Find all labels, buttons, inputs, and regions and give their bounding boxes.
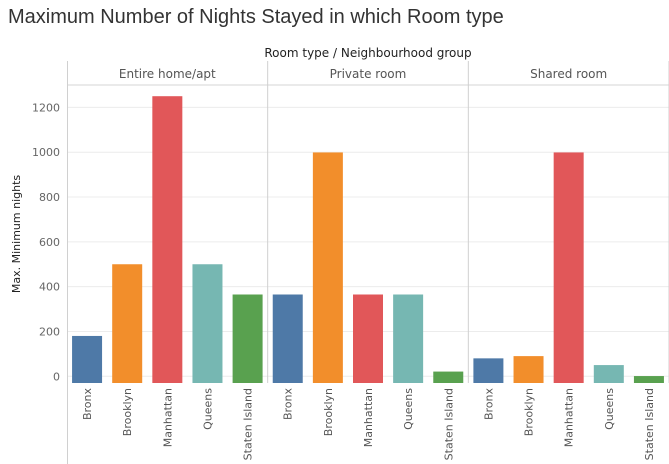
- y-tick-label: 200: [39, 325, 60, 338]
- y-tick-label: 800: [39, 191, 60, 204]
- bar-bronx[interactable]: [272, 294, 303, 383]
- x-tick-label: Bronx: [282, 388, 295, 421]
- x-tick-label: Bronx: [482, 388, 495, 421]
- x-tick-label: Brooklyn: [523, 388, 536, 436]
- x-tick-label: Manhattan: [362, 388, 375, 447]
- bar-manhattan[interactable]: [152, 96, 183, 384]
- bar-manhattan[interactable]: [553, 152, 584, 383]
- x-tick-label: Staten Island: [643, 388, 656, 460]
- bar-staten-island[interactable]: [433, 371, 464, 383]
- y-axis-label: Max. Minimum nights: [10, 175, 23, 294]
- facet-header-title: Room type / Neighbourhood group: [264, 46, 471, 60]
- bar-manhattan[interactable]: [353, 294, 383, 383]
- y-tick-label: 400: [39, 281, 60, 294]
- bar-queens[interactable]: [393, 294, 424, 383]
- panel-header-entire-home-apt: Entire home/apt: [119, 67, 216, 81]
- y-tick-label: 1000: [32, 146, 60, 159]
- x-tick-label: Manhattan: [161, 388, 174, 447]
- x-tick-label: Bronx: [81, 388, 94, 421]
- bar-bronx[interactable]: [473, 358, 504, 383]
- x-tick-label: Manhattan: [563, 388, 576, 447]
- bar-brooklyn[interactable]: [112, 264, 143, 383]
- bar-queens[interactable]: [593, 365, 624, 383]
- panel-header-shared-room: Shared room: [530, 67, 607, 81]
- panel-header-private-room: Private room: [330, 67, 407, 81]
- x-tick-label: Queens: [201, 388, 214, 430]
- bar-staten-island[interactable]: [633, 376, 664, 383]
- bar-brooklyn[interactable]: [513, 356, 544, 383]
- x-tick-label: Queens: [402, 388, 415, 430]
- x-tick-label: Brooklyn: [322, 388, 335, 436]
- chart-title: Maximum Number of Nights Stayed in which…: [8, 6, 504, 28]
- y-tick-label: 600: [39, 236, 60, 249]
- y-tick-label: 0: [53, 370, 60, 383]
- x-tick-label: Staten Island: [442, 388, 455, 460]
- bar-queens[interactable]: [192, 264, 223, 383]
- bar-bronx[interactable]: [72, 335, 103, 383]
- x-tick-label: Brooklyn: [121, 388, 134, 436]
- y-tick-label: 1200: [32, 101, 60, 114]
- bar-staten-island[interactable]: [232, 294, 263, 383]
- x-tick-label: Queens: [603, 388, 616, 430]
- bar-brooklyn[interactable]: [312, 152, 343, 383]
- x-tick-label: Staten Island: [242, 388, 255, 460]
